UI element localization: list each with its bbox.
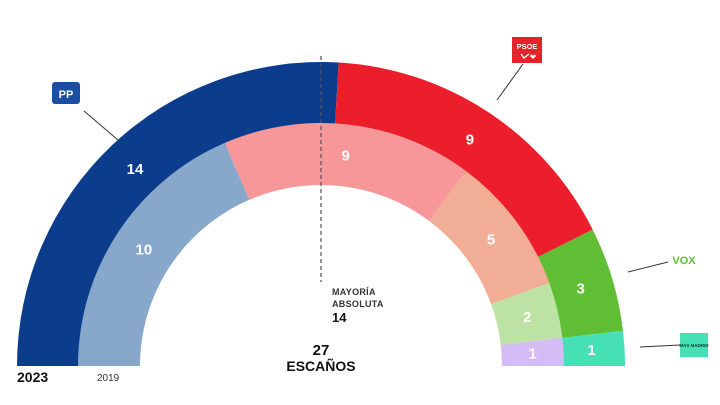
majority-label-line1: MAYORÍA [332, 287, 376, 297]
seat-label-2023-pp: 14 [127, 161, 144, 178]
vox-leader-line [627, 261, 669, 273]
vox-logo-icon: VOX [668, 247, 701, 271]
majority-label-line2: ABSOLUTA [332, 299, 384, 309]
majority-value: 14 [332, 310, 347, 325]
svg-text:MÁS MADRID: MÁS MADRID [679, 342, 709, 348]
total-seats-label: ESCAÑOS [286, 357, 355, 374]
psoe-leader-line [496, 63, 524, 101]
arc-2023-m-s-madrid [557, 330, 625, 366]
seat-label-2019-podemos: 1 [528, 346, 536, 363]
pp-leader-line [83, 110, 119, 141]
total-seats: 27 [313, 342, 330, 359]
psoe-logo-icon: PSOE [512, 37, 542, 63]
mas-madrid-logo-icon: MÁS MADRID [679, 333, 709, 357]
arc-2019-vox [491, 282, 563, 345]
arc-2019-pp [78, 142, 250, 366]
seat-label-2023-vox: 3 [576, 280, 584, 297]
mas-madrid-leader-line [639, 344, 681, 348]
pp-logo-icon: PP [52, 82, 80, 104]
seat-label-2019-cs: 5 [487, 231, 495, 248]
arc-2019-psoe [224, 122, 467, 221]
seat-label-2023-psoe: 9 [466, 132, 474, 149]
year-2023-label: 2023 [17, 369, 48, 385]
svg-text:PP: PP [59, 89, 74, 101]
arc-2019-podemos [500, 337, 564, 366]
seat-label-2019-pp: 10 [136, 242, 153, 259]
inner-ring-2019 [78, 122, 564, 366]
year-2019-label: 2019 [97, 373, 120, 384]
arc-2023-psoe [334, 62, 593, 260]
seat-labels: 14 9 3 1 10 9 5 2 1 [127, 132, 596, 363]
seat-label-2019-vox: 2 [523, 309, 531, 326]
svg-text:PSOE: PSOE [517, 42, 538, 51]
svg-text:VOX: VOX [672, 255, 696, 267]
seat-label-2019-psoe: 9 [341, 147, 349, 164]
arc-2023-pp [17, 61, 339, 366]
seat-label-2023-m-s-madrid: 1 [587, 342, 595, 359]
arc-2019-cs [429, 171, 550, 305]
outer-ring-2023 [17, 61, 625, 366]
